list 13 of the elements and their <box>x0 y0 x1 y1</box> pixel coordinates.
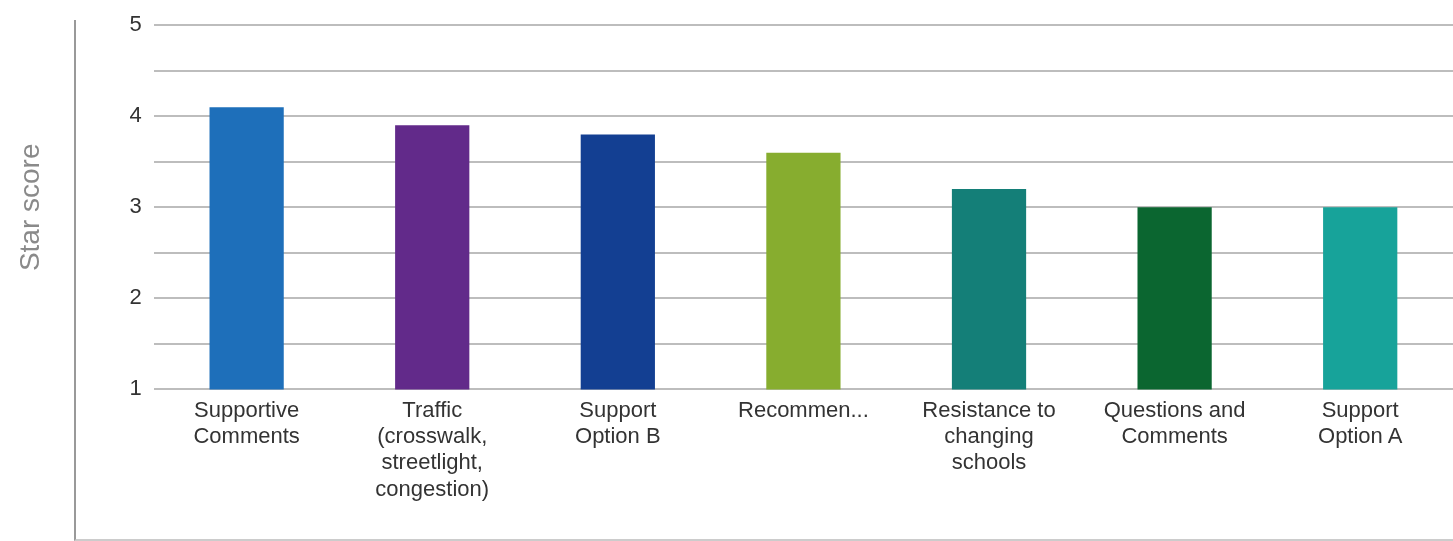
y-tick-label: 3 <box>129 193 142 219</box>
x-tick-label: Support Option B <box>575 396 661 449</box>
x-tick-label: Supportive Comments <box>193 396 300 449</box>
x-tick-label: Recommen... <box>738 396 869 422</box>
x-tick-label: Traffic (crosswalk, streetlight, congestion) <box>375 396 490 501</box>
y-axis-title: Star score <box>13 143 45 272</box>
y-tick-label: 1 <box>129 375 142 401</box>
x-tick-label: Support Option A <box>1318 396 1403 449</box>
x-tick-label: Resistance to changing schools <box>922 396 1056 475</box>
y-tick-label: 5 <box>129 11 142 37</box>
y-tick-label: 2 <box>129 284 142 310</box>
x-tick-label: Questions and Comments <box>1103 396 1246 449</box>
y-tick-label: 4 <box>129 102 142 128</box>
